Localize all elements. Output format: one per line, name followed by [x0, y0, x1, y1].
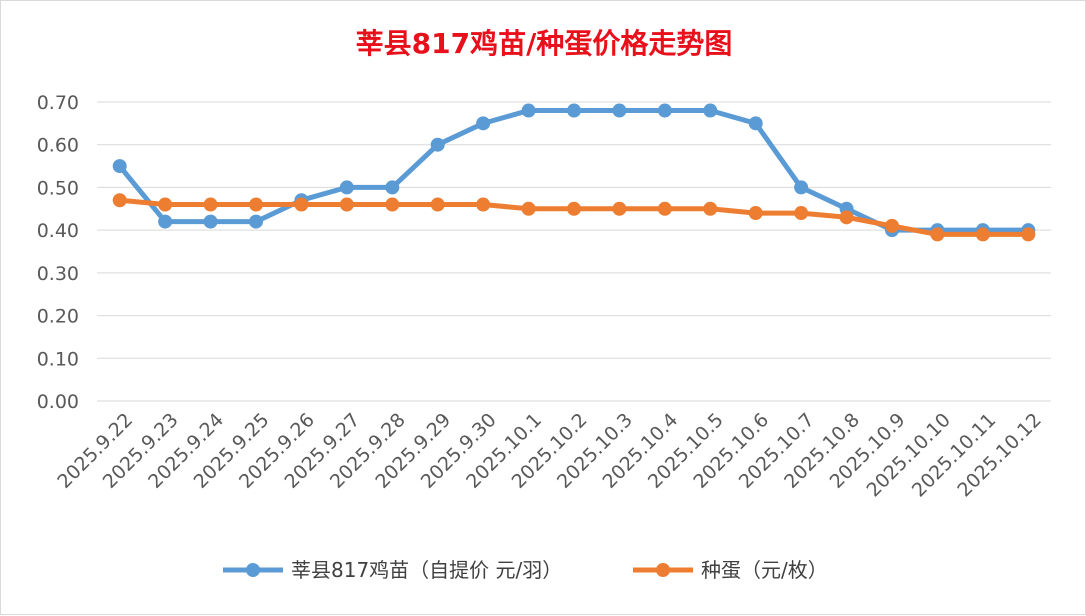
- data-point-series-1: [385, 180, 400, 195]
- data-point-series-1: [476, 116, 491, 131]
- data-point-series-1: [794, 180, 809, 195]
- data-point-series-2: [748, 206, 763, 221]
- y-tick-label: 0.60: [37, 135, 79, 157]
- data-point-series-2: [294, 197, 309, 212]
- data-point-series-2: [430, 197, 445, 212]
- data-point-series-2: [930, 227, 945, 242]
- chart-title: 莘县817鸡苗/种蛋价格走势图: [356, 27, 733, 60]
- data-point-series-2: [112, 193, 127, 208]
- data-point-series-2: [339, 197, 354, 212]
- legend-marker-2: [656, 563, 670, 577]
- data-point-series-2: [612, 201, 627, 216]
- data-point-series-1: [203, 214, 218, 229]
- data-point-series-2: [703, 201, 718, 216]
- data-point-series-1: [657, 103, 672, 118]
- data-point-series-2: [839, 210, 854, 225]
- data-point-series-2: [476, 197, 491, 212]
- data-point-series-1: [158, 214, 173, 229]
- data-point-series-2: [794, 206, 809, 221]
- data-point-series-2: [249, 197, 263, 212]
- legend: 莘县817鸡苗（自提价 元/羽） 种蛋（元/枚）: [223, 558, 828, 582]
- series-lines: [112, 103, 1036, 242]
- data-point-series-2: [1021, 227, 1036, 242]
- data-point-series-1: [567, 103, 581, 118]
- y-tick-label: 0.30: [37, 263, 79, 285]
- y-axis-ticks: 0.00 0.10 0.20 0.30 0.40 0.50 0.60 0.70: [37, 92, 79, 413]
- data-point-series-2: [158, 197, 173, 212]
- y-tick-label: 0.50: [37, 177, 79, 199]
- data-point-series-1: [521, 103, 536, 118]
- data-point-series-2: [885, 218, 899, 233]
- data-point-series-1: [703, 103, 718, 118]
- data-point-series-1: [748, 116, 763, 131]
- y-tick-label: 0.20: [37, 306, 79, 328]
- data-point-series-2: [521, 201, 536, 216]
- data-point-series-2: [657, 201, 672, 216]
- data-point-series-2: [567, 201, 581, 216]
- x-axis-ticks: 2025.9.222025.9.232025.9.242025.9.252025…: [53, 409, 1046, 501]
- y-tick-label: 0.70: [37, 92, 79, 114]
- data-point-series-2: [975, 227, 990, 242]
- legend-label-2: 种蛋（元/枚）: [701, 558, 828, 582]
- data-point-series-2: [203, 197, 218, 212]
- data-point-series-1: [430, 137, 445, 152]
- data-point-series-1: [612, 103, 627, 118]
- legend-marker-1: [246, 563, 260, 577]
- data-point-series-1: [249, 214, 263, 229]
- y-tick-label: 0.10: [37, 348, 79, 370]
- legend-label-1: 莘县817鸡苗（自提价 元/羽）: [291, 558, 562, 582]
- data-point-series-1: [112, 159, 127, 174]
- data-point-series-2: [385, 197, 400, 212]
- gridlines: [97, 101, 1051, 402]
- y-tick-label: 0.00: [37, 391, 79, 413]
- y-tick-label: 0.40: [37, 220, 79, 242]
- data-point-series-1: [339, 180, 354, 195]
